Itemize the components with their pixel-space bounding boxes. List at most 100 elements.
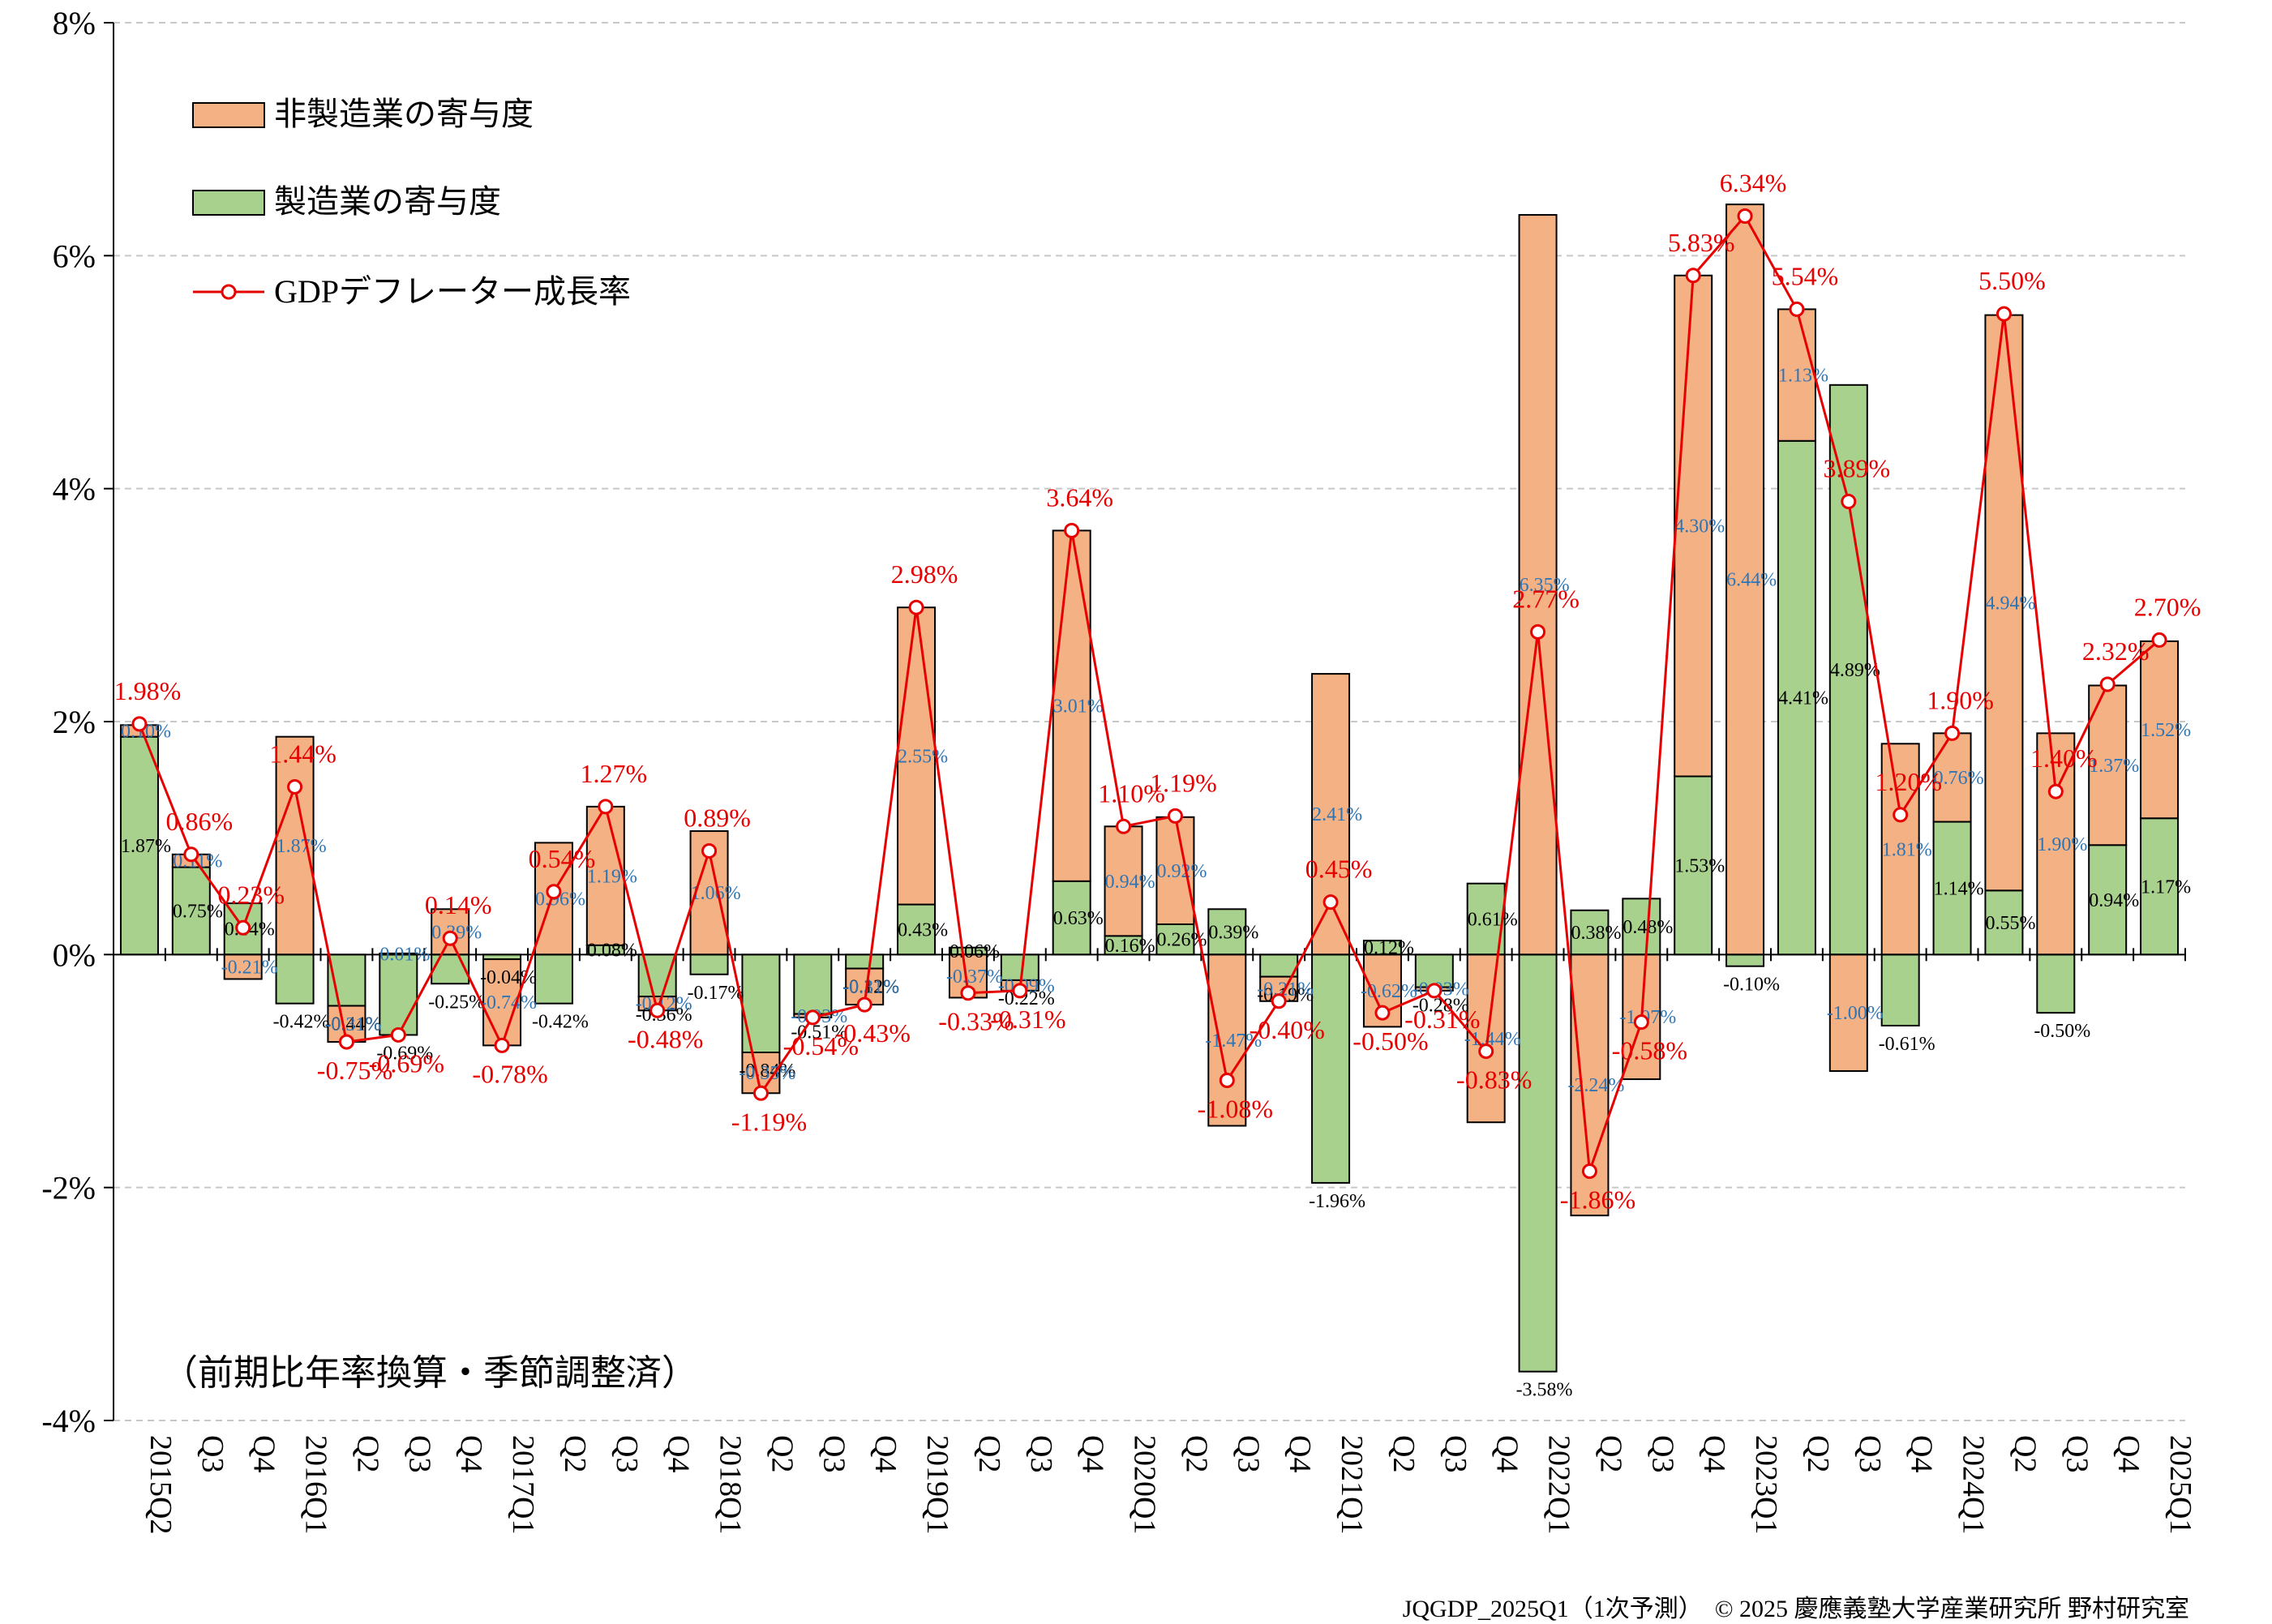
x-tick-label: 2023Q1	[1749, 1435, 1783, 1534]
bar-label-manufacturing: 0.63%	[1053, 908, 1104, 929]
x-tick-label: Q4	[1905, 1435, 1939, 1472]
deflator-point	[1116, 818, 1132, 834]
bar-label-non-manufacturing: 1.37%	[2089, 756, 2139, 777]
bar-label-manufacturing: -0.61%	[1879, 1034, 1935, 1055]
x-tick-label: Q4	[454, 1435, 488, 1472]
deflator-point	[1996, 306, 2012, 322]
deflator-label: 0.86%	[165, 807, 233, 836]
deflator-label: -0.83%	[1456, 1065, 1532, 1095]
deflator-point	[960, 985, 976, 1001]
bar-non-manufacturing	[2036, 732, 2076, 956]
bar-label-non-manufacturing: 1.81%	[1882, 839, 1932, 860]
legend-label-deflator: GDPデフレーター成長率	[274, 273, 631, 310]
bar-label-non-manufacturing: -0.35%	[739, 1063, 795, 1084]
deflator-point	[1737, 208, 1753, 224]
deflator-label: 1.27%	[580, 759, 647, 788]
deflator-label: 0.23%	[217, 880, 285, 909]
bar-label-manufacturing: 0.16%	[1105, 936, 1155, 957]
bar-manufacturing	[1311, 953, 1351, 1184]
x-tick-label: 2025Q1	[2163, 1435, 2197, 1534]
bar-manufacturing	[275, 953, 315, 1005]
x-tick-label: Q3	[195, 1435, 229, 1472]
bar-manufacturing	[1932, 821, 1972, 956]
deflator-label: -1.86%	[1560, 1185, 1635, 1215]
bar-label-manufacturing: 0.39%	[1208, 922, 1258, 943]
deflator-label: 1.90%	[1927, 685, 1994, 714]
bar-label-non-manufacturing: 1.52%	[2141, 720, 2191, 741]
bar-label-non-manufacturing: 1.19%	[587, 866, 637, 887]
x-tick-label: 2019Q1	[920, 1435, 954, 1534]
bar-label-manufacturing: 1.17%	[2141, 876, 2191, 898]
deflator-point	[804, 1009, 821, 1026]
bar-label-manufacturing: -0.25%	[428, 992, 485, 1013]
deflator-point	[338, 1034, 354, 1050]
bar-manufacturing	[1828, 384, 1868, 956]
x-tick-label: Q3	[2060, 1435, 2094, 1472]
legend: 非製造業の寄与度 製造業の寄与度 GDPデフレーター成長率	[192, 96, 631, 310]
deflator-label: 2.70%	[2134, 592, 2201, 621]
deflator-point	[183, 846, 199, 863]
bar-non-manufacturing	[1932, 732, 1972, 823]
bar-label-manufacturing: -1.96%	[1309, 1191, 1365, 1212]
legend-swatch-manufacturing	[192, 190, 265, 216]
x-tick-label: Q4	[2111, 1435, 2146, 1472]
x-tick-label: Q4	[662, 1435, 696, 1472]
bar-manufacturing	[1984, 889, 2024, 956]
deflator-point	[1167, 808, 1183, 824]
deflator-series-line	[138, 213, 2161, 1172]
deflator-point	[1944, 725, 1961, 741]
deflator-line	[131, 208, 2167, 1180]
gridlines	[114, 22, 2185, 1421]
x-tick-label: Q2	[1593, 1435, 1627, 1472]
bar-label-non-manufacturing: 4.94%	[1985, 593, 2035, 614]
deflator-label: -1.19%	[731, 1107, 807, 1136]
x-tick-label: Q3	[1231, 1435, 1265, 1472]
deflator-label: -0.78%	[472, 1059, 547, 1088]
bar-label-manufacturing: 0.08%	[587, 941, 637, 962]
deflator-point	[235, 919, 251, 936]
y-tick-label: 2%	[53, 704, 96, 740]
bar-label-non-manufacturing: 4.30%	[1674, 516, 1725, 538]
deflator-label: -0.33%	[938, 1007, 1014, 1036]
bar-manufacturing	[1674, 775, 1713, 956]
deflator-point	[598, 799, 614, 815]
deflator-point	[1478, 1043, 1494, 1060]
deflator-label: 0.89%	[684, 803, 751, 832]
deflator-point	[1012, 983, 1028, 999]
deflator-point	[131, 716, 148, 732]
x-tick-label: Q3	[610, 1435, 644, 1472]
deflator-point	[390, 1026, 406, 1043]
x-tick-label: Q3	[1645, 1435, 1679, 1472]
bar-label-manufacturing: 0.55%	[1985, 913, 2035, 934]
deflator-point	[1374, 1005, 1391, 1021]
bar-non-manufacturing	[1725, 204, 1765, 956]
bar-label-manufacturing: 0.06%	[950, 941, 1000, 962]
bar-non-manufacturing	[897, 606, 937, 906]
deflator-point	[2099, 676, 2116, 692]
deflator-label: 1.19%	[1150, 768, 1217, 797]
bar-label-non-manufacturing: -0.31%	[842, 977, 899, 998]
x-tick-label: Q3	[817, 1435, 851, 1472]
deflator-label: -0.69%	[369, 1048, 444, 1078]
deflator-label: -0.31%	[1404, 1005, 1480, 1034]
deflator-label: -0.54%	[783, 1031, 859, 1061]
x-tick-label: Q3	[1438, 1435, 1473, 1472]
footer-text: JQGDP_2025Q1（1次予測） © 2025 慶應義塾大学産業研究所 野村…	[1403, 1596, 2189, 1622]
deflator-point	[287, 778, 303, 795]
bar-label-manufacturing: 4.89%	[1830, 660, 1880, 681]
legend-swatch-non-manufacturing	[192, 102, 265, 128]
bar-manufacturing	[379, 953, 418, 1036]
bar-label-manufacturing: -0.12%	[842, 977, 899, 998]
deflator-label: 5.83%	[1668, 228, 1735, 257]
deflator-label: -0.43%	[835, 1018, 911, 1048]
bar-manufacturing	[1155, 923, 1195, 956]
bar-label-non-manufacturing: 0.92%	[1156, 861, 1207, 882]
deflator-point	[1271, 993, 1287, 1009]
deflator-point	[2047, 783, 2064, 799]
deflator-label: 5.54%	[1772, 261, 1839, 290]
x-tick-label: Q2	[765, 1435, 799, 1472]
bar-label-non-manufacturing: 0.94%	[1105, 872, 1155, 893]
y-tick-labels: -4% -2% 0% 2% 4% 6% 8%	[41, 5, 114, 1439]
deflator-point	[1581, 1163, 1597, 1180]
